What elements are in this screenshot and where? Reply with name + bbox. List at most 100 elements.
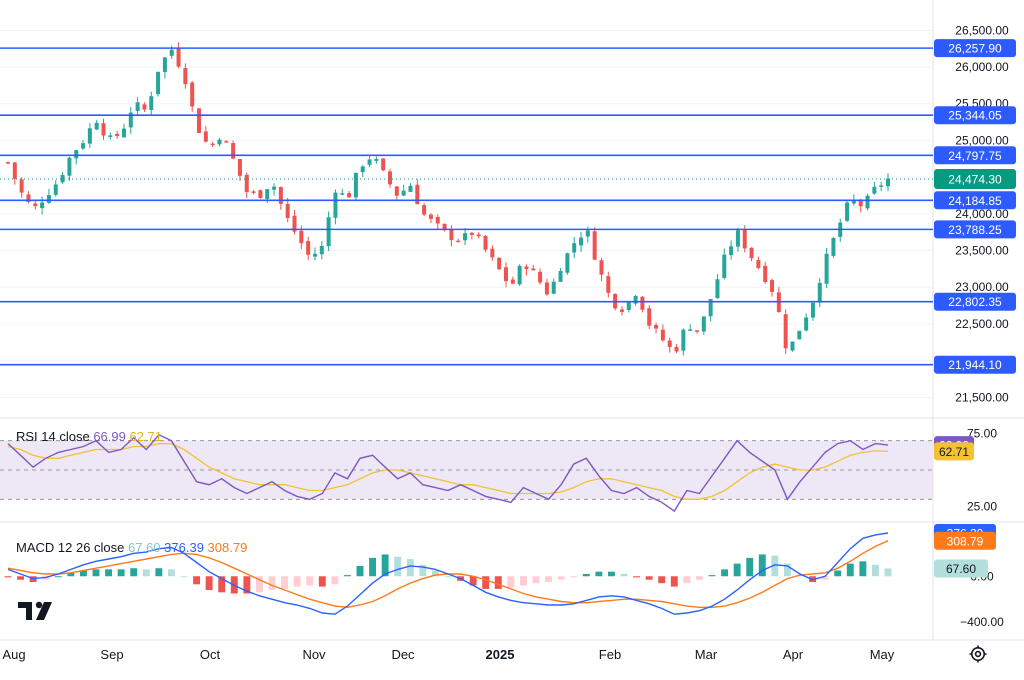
candle-body	[115, 133, 120, 136]
candle-body	[879, 185, 884, 187]
price-tick-label: 21,500.00	[955, 390, 1009, 404]
macd-histogram-bar	[92, 569, 100, 577]
macd-histogram-bar	[871, 564, 879, 577]
candle-body	[619, 309, 624, 312]
candle-body	[190, 82, 195, 107]
candle-body	[579, 237, 584, 246]
macd-histogram-bar	[444, 576, 452, 578]
candle-body	[749, 247, 754, 259]
candle-body	[67, 157, 72, 176]
macd-histogram-bar	[67, 572, 75, 577]
candle-body	[149, 96, 154, 110]
candle-body	[770, 280, 775, 292]
candle-body	[592, 231, 597, 260]
candle-body	[660, 329, 665, 341]
level-price-tag	[934, 146, 1016, 165]
level-price-tag	[934, 191, 1016, 210]
candle-body	[401, 190, 406, 196]
macd-histogram-bar	[318, 576, 326, 587]
candle-body	[19, 179, 24, 193]
candle-body	[101, 123, 106, 136]
candle-body	[306, 241, 311, 255]
candle-body	[681, 329, 686, 351]
macd-histogram-bar	[783, 563, 791, 577]
candle-body	[804, 317, 809, 331]
candle-body	[374, 158, 379, 161]
macd-histogram-bar	[281, 576, 289, 589]
candle-body	[169, 49, 174, 56]
candle-body	[33, 203, 38, 207]
macd-histogram-bar	[821, 576, 829, 580]
candle-body	[729, 246, 734, 256]
macd-histogram-bar	[469, 576, 477, 586]
candle-body	[688, 329, 693, 331]
candle-body	[845, 202, 850, 221]
candle-body	[224, 141, 229, 143]
macd-line	[7, 532, 889, 615]
macd-histogram-bar	[884, 568, 892, 577]
candle-body	[142, 104, 147, 110]
candle-body	[74, 150, 79, 159]
candle-body	[128, 112, 133, 128]
candle-body	[81, 143, 86, 149]
candle-body	[654, 324, 659, 329]
candle-body	[347, 193, 352, 198]
macd-histogram-bar	[394, 556, 402, 577]
price-tick-label: 22,500.00	[955, 317, 1009, 331]
candle-body	[865, 195, 870, 209]
time-axis-label: Aug	[2, 647, 25, 662]
candle-body	[231, 143, 236, 159]
settings-gear-icon[interactable]	[968, 644, 988, 669]
price-tick-label: 23,000.00	[955, 280, 1009, 294]
last-price-label: 24,474.30	[948, 173, 1002, 187]
candle-body	[272, 186, 277, 190]
macd-histogram-bar	[105, 569, 113, 577]
candle-body	[394, 186, 399, 196]
level-price-label: 21,944.10	[948, 358, 1002, 372]
signal-value-label: 308.79	[947, 534, 984, 548]
rsi-ma-value-label: 62.71	[939, 445, 969, 459]
macd-histogram-bar	[532, 576, 540, 584]
macd-histogram-bar	[519, 576, 527, 586]
macd-histogram-bar	[695, 576, 703, 580]
candle-body	[258, 190, 263, 199]
candle-body	[524, 266, 529, 270]
candle-body	[156, 71, 161, 95]
macd-histogram-bar	[557, 576, 565, 580]
price-tick-label: 24,000.00	[955, 207, 1009, 221]
candle-body	[701, 316, 706, 332]
candle-body	[183, 68, 188, 85]
candle-body	[360, 166, 365, 173]
candle-body	[756, 260, 761, 268]
candle-body	[251, 191, 256, 193]
macd-histogram-bar	[406, 559, 414, 577]
level-price-label: 24,797.75	[948, 149, 1002, 163]
candle-body	[442, 223, 447, 231]
macd-histogram-bar	[4, 576, 12, 578]
candle-body	[694, 330, 699, 332]
time-axis-label: May	[870, 647, 895, 662]
candle-body	[490, 248, 495, 258]
candle-body	[735, 230, 740, 247]
macd-histogram-bar	[859, 561, 867, 577]
candle-body	[674, 346, 679, 352]
candle-body	[299, 230, 304, 244]
candle-body	[599, 260, 604, 275]
price-tick-label: 26,000.00	[955, 60, 1009, 74]
time-axis-label: Apr	[783, 647, 804, 662]
candle-body	[817, 282, 822, 303]
macd-histogram-bar	[343, 575, 351, 577]
candle-body	[483, 235, 488, 250]
candle-body	[551, 281, 556, 294]
macd-histogram-bar	[582, 573, 590, 577]
candle-body	[742, 229, 747, 249]
macd-histogram-bar	[708, 575, 716, 577]
candle-body	[572, 243, 577, 253]
candle-body	[121, 128, 126, 138]
candle-body	[633, 296, 638, 304]
macd-histogram-bar	[331, 576, 339, 585]
candle-body	[428, 214, 433, 219]
macd-histogram-bar	[658, 576, 666, 584]
